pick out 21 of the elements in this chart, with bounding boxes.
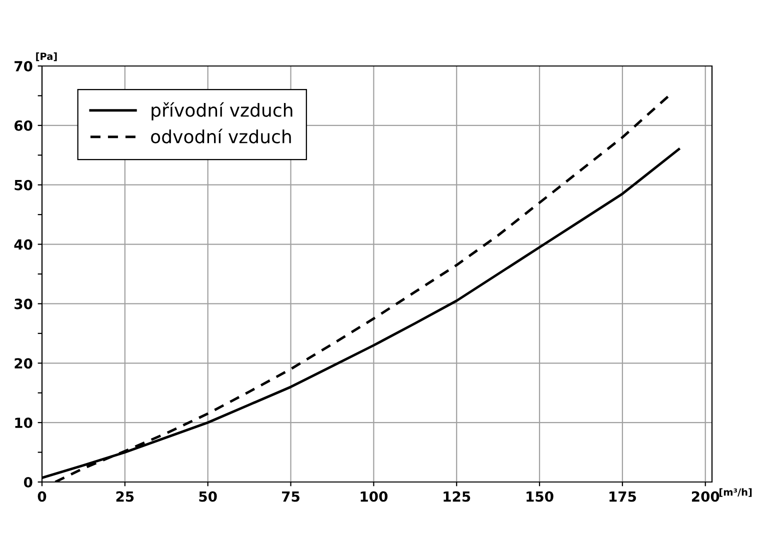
y-tick-label: 10 [15, 418, 32, 428]
y-tick-label: 50 [14, 180, 32, 190]
y-axis-title: [Pa] [36, 52, 57, 62]
y-tick-label: 20 [14, 358, 32, 369]
x-tick-label: 200 [692, 491, 720, 502]
y-tick-label: 60 [14, 120, 32, 131]
legend-label: odvodní vzduch [151, 128, 291, 144]
x-tick-label: 25 [116, 491, 134, 502]
y-tick-label: 0 [24, 476, 32, 488]
x-tick-label: 125 [444, 491, 470, 502]
x-tick-label: 175 [610, 491, 636, 502]
x-tick-label: 150 [526, 491, 554, 502]
x-tick-label: 50 [199, 491, 217, 502]
x-tick-label: 100 [360, 491, 388, 502]
x-axis-title: [m³/h] [720, 488, 752, 497]
y-tick-label: 40 [14, 239, 32, 250]
legend-label: přívodní vzduch [152, 102, 292, 120]
x-tick-label: 75 [282, 491, 300, 502]
y-tick-label: 30 [14, 298, 32, 310]
y-tick-label: 70 [14, 60, 32, 72]
x-tick-label: 0 [38, 491, 46, 502]
